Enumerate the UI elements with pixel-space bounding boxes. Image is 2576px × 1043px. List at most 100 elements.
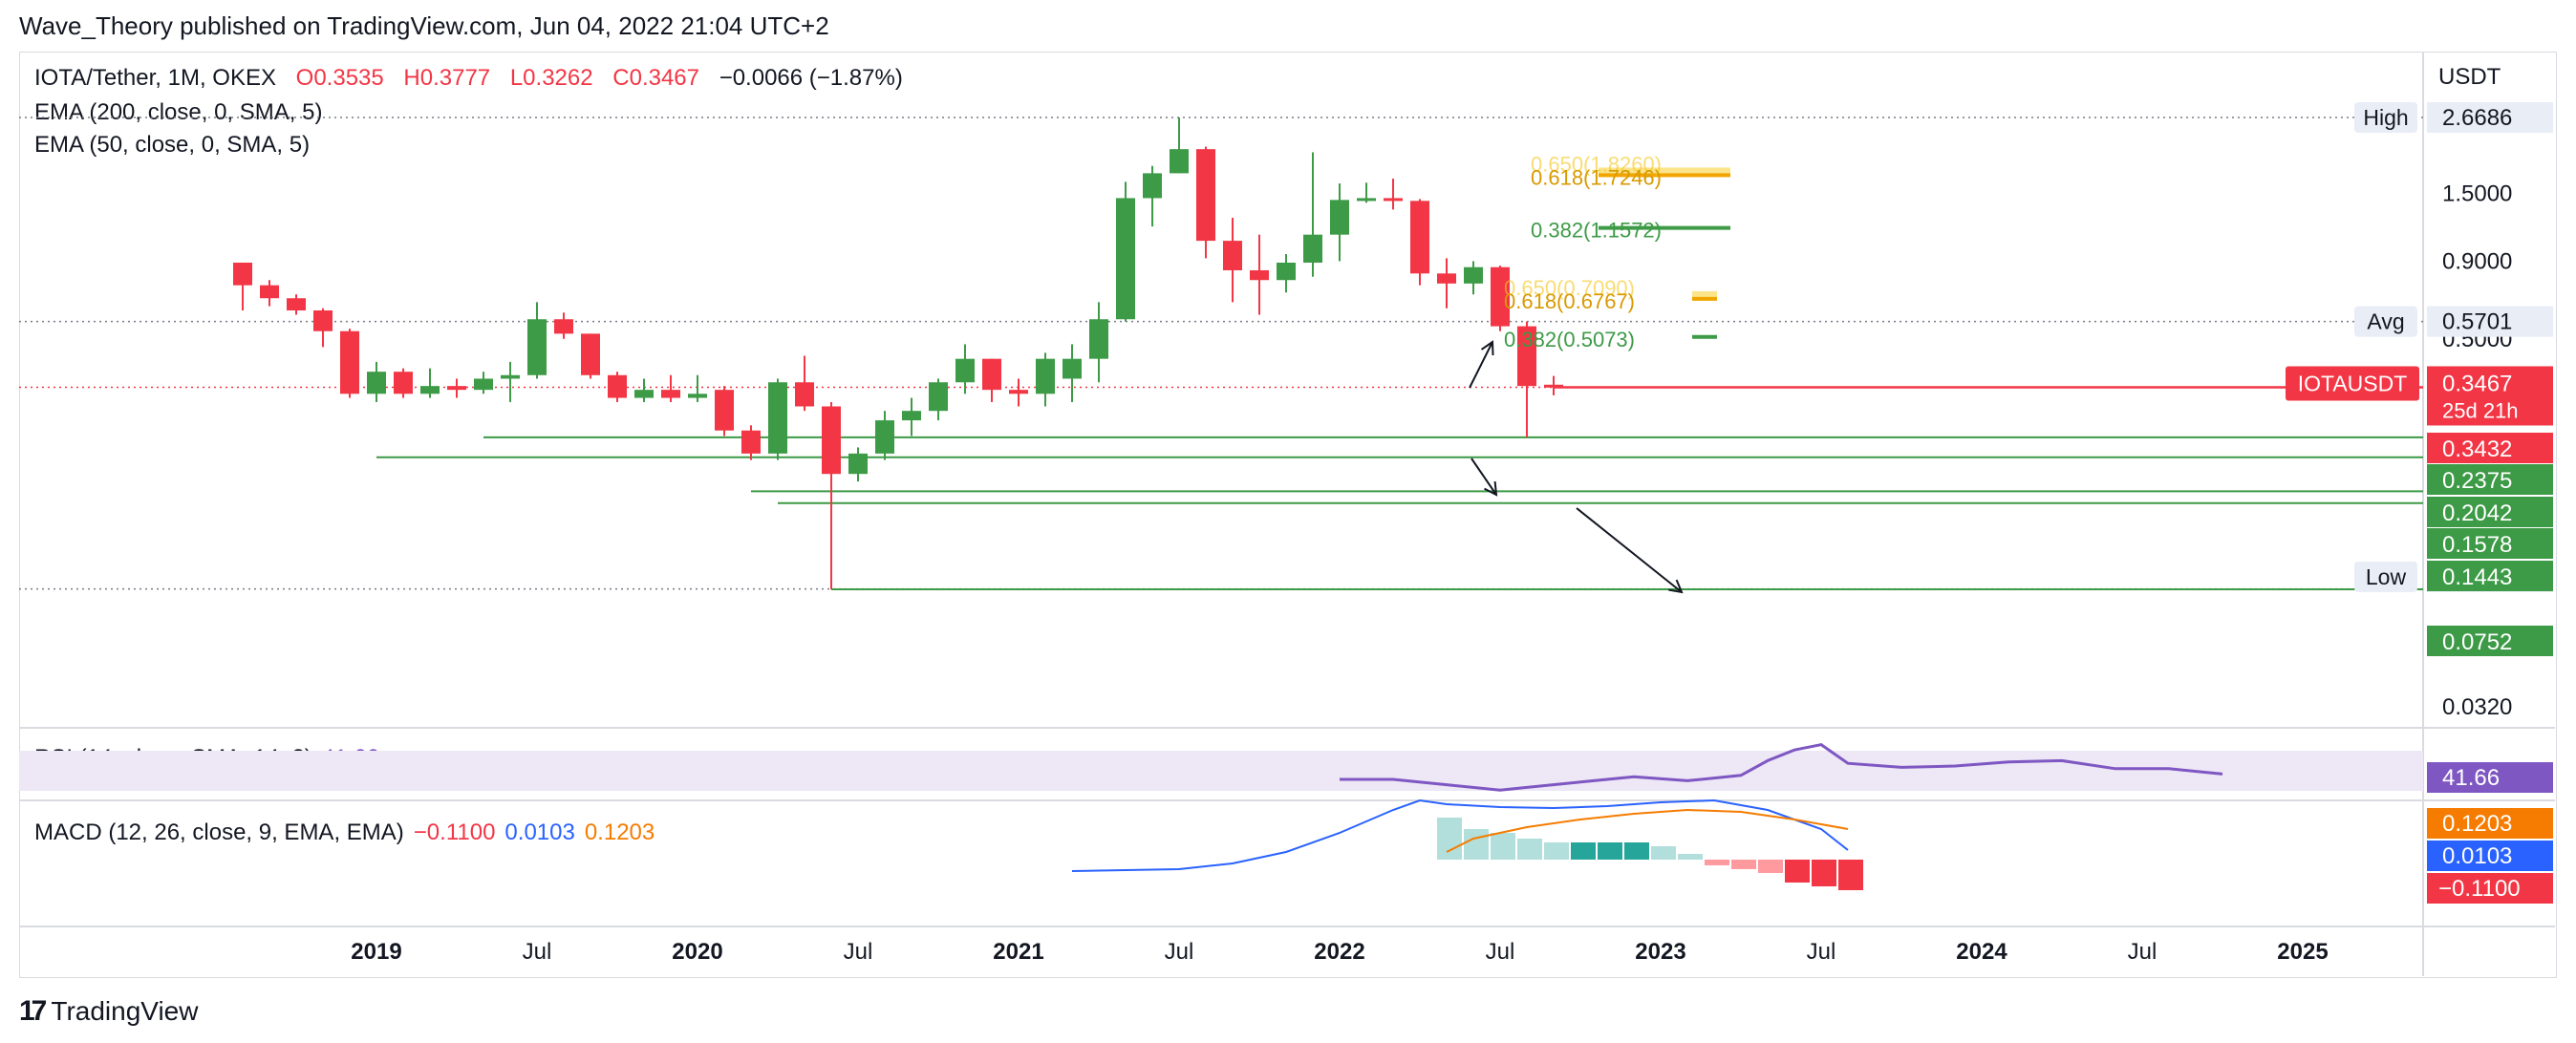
stat-badge-label: High bbox=[2363, 105, 2408, 130]
price-tag-value: 0.3467 bbox=[2442, 371, 2512, 396]
symbol-legend[interactable]: IOTA/Tether, 1M, OKEX O0.3535 H0.3777 L0… bbox=[34, 65, 903, 92]
time-axis-tick: Jul bbox=[1165, 939, 1194, 965]
rsi-value-tag-text: 41.66 bbox=[2442, 765, 2500, 791]
open-label: O0.3535 bbox=[295, 65, 384, 91]
macd-histogram-bar bbox=[1731, 860, 1756, 869]
price-axis-tick: 0.0320 bbox=[2442, 694, 2512, 720]
price-axis-tick: 0.9000 bbox=[2442, 248, 2512, 274]
candle-body bbox=[1544, 384, 1563, 388]
stat-value: 0.5701 bbox=[2442, 309, 2512, 335]
low-label: L0.3262 bbox=[509, 65, 593, 91]
candle-body bbox=[902, 411, 921, 421]
candle-body bbox=[929, 382, 948, 412]
candle-body bbox=[741, 430, 761, 454]
candle-body bbox=[260, 285, 279, 299]
time-axis-tick: 2020 bbox=[672, 939, 722, 965]
candle-body bbox=[1143, 173, 1162, 199]
time-axis-tick: 2025 bbox=[2277, 939, 2328, 965]
candle-body bbox=[822, 406, 841, 475]
brand-name: TradingView bbox=[51, 996, 199, 1026]
time-axis-tick: 2019 bbox=[351, 939, 401, 965]
fib-label: 0.382(0.5073) bbox=[1504, 328, 1635, 351]
candle-body bbox=[1250, 269, 1269, 281]
candle-body bbox=[420, 386, 440, 394]
candle-body bbox=[875, 420, 894, 454]
projection-arrow bbox=[1470, 458, 1497, 496]
level-price-tag bbox=[2427, 464, 2553, 495]
macd-histogram-bar bbox=[1838, 860, 1863, 890]
level-price-tag bbox=[2427, 528, 2553, 559]
level-price-tag bbox=[2427, 626, 2553, 656]
hist-value-tag bbox=[2427, 873, 2553, 904]
macd-line-value: 0.0103 bbox=[504, 820, 575, 845]
candle-body bbox=[527, 319, 547, 375]
candle-body bbox=[1464, 266, 1483, 284]
rsi-band bbox=[19, 751, 2423, 791]
macd-histogram-bar bbox=[1678, 854, 1703, 860]
macd-histogram-bar bbox=[1651, 846, 1676, 860]
candle-body bbox=[233, 262, 252, 286]
macd-histogram-bar bbox=[1785, 860, 1810, 883]
time-axis-tick: 2023 bbox=[1635, 939, 1685, 965]
candle-body bbox=[581, 333, 600, 375]
candle-body bbox=[1223, 241, 1242, 270]
time-axis-tick: Jul bbox=[523, 939, 552, 965]
candle-body bbox=[768, 382, 787, 454]
macd-value-tag-text: 0.0103 bbox=[2442, 843, 2512, 869]
macd-histogram-bar bbox=[1517, 839, 1542, 860]
candle-body bbox=[474, 378, 493, 391]
fib-label: 0.618(1.7246) bbox=[1531, 165, 1662, 189]
level-price-value: 0.1578 bbox=[2442, 532, 2512, 558]
candle-body bbox=[1170, 149, 1189, 174]
price-tag bbox=[2427, 366, 2553, 426]
close-label: C0.3467 bbox=[612, 65, 700, 91]
macd-histogram-bar bbox=[1437, 818, 1462, 860]
macd-line bbox=[1071, 798, 1849, 872]
symbol-tag bbox=[2286, 366, 2419, 401]
candle-body bbox=[1089, 319, 1108, 359]
candle-body bbox=[1517, 326, 1536, 387]
candle-body bbox=[1036, 358, 1055, 394]
macd-histogram-bar bbox=[1571, 842, 1596, 860]
macd-histogram-bar bbox=[1812, 860, 1836, 886]
tradingview-logo[interactable]: 17 TradingView bbox=[19, 995, 198, 1028]
ema50-legend[interactable]: EMA (50, close, 0, SMA, 5) bbox=[34, 132, 311, 158]
stat-badge bbox=[2354, 102, 2417, 133]
hist-value-tag-text: −0.1100 bbox=[2438, 876, 2521, 902]
candle-body bbox=[634, 390, 654, 398]
macd-legend[interactable]: MACD (12, 26, close, 9, EMA, EMA) −0.1100… bbox=[34, 820, 655, 846]
macd-signal-value: 0.1203 bbox=[584, 820, 655, 845]
rsi-value-tag bbox=[2427, 762, 2553, 793]
candle-body bbox=[340, 330, 359, 394]
countdown-value: 25d 21h bbox=[2442, 398, 2519, 422]
time-axis-tick: 2024 bbox=[1956, 939, 2007, 965]
stat-badge-label: Avg bbox=[2367, 309, 2404, 334]
candle-body bbox=[1437, 273, 1456, 284]
time-axis-tick: Jul bbox=[844, 939, 873, 965]
fib-label: 0.618(0.6767) bbox=[1504, 289, 1635, 313]
candle-body bbox=[1357, 198, 1376, 202]
level-price-value: 0.2042 bbox=[2442, 500, 2512, 526]
time-axis-tick: Jul bbox=[1486, 939, 1515, 965]
candle-body bbox=[848, 453, 868, 475]
rsi-line bbox=[1340, 743, 2223, 792]
time-axis-tick: 2021 bbox=[993, 939, 1043, 965]
fib-extra-label: 0.650(0.7090) bbox=[1504, 276, 1635, 300]
tradingview-icon: 17 bbox=[19, 995, 47, 1027]
signal-value-tag bbox=[2427, 808, 2553, 839]
projection-arrow bbox=[1469, 341, 1493, 389]
macd-histogram-bar bbox=[1544, 842, 1569, 860]
axis-currency: USDT bbox=[2438, 64, 2501, 90]
candle-body bbox=[1277, 262, 1296, 281]
macd-histogram-bar bbox=[1598, 842, 1622, 860]
macd-histogram-bar bbox=[1705, 860, 1729, 865]
macd-label: MACD (12, 26, close, 9, EMA, EMA) bbox=[34, 820, 404, 845]
ema200-legend[interactable]: EMA (200, close, 0, SMA, 5) bbox=[34, 99, 323, 125]
macd-histogram-bar bbox=[1464, 829, 1489, 860]
candle-body bbox=[313, 310, 333, 331]
stat-value-box bbox=[2427, 306, 2553, 337]
candle-body bbox=[1491, 266, 1510, 327]
arrow-head bbox=[1484, 480, 1498, 497]
candle-body bbox=[1410, 201, 1429, 274]
